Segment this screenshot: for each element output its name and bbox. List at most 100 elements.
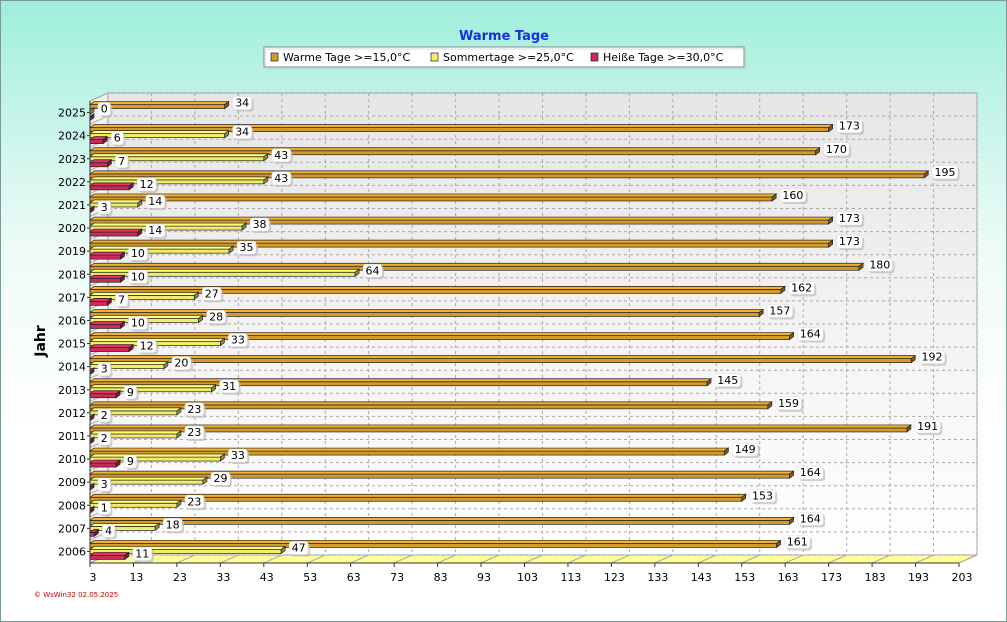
bar	[88, 459, 122, 468]
y-tick-label: 2009	[58, 476, 86, 489]
data-label-text: 27	[205, 287, 219, 300]
x-tick-label: 53	[303, 571, 317, 584]
bar-end	[923, 170, 929, 179]
data-label: 191	[914, 419, 943, 435]
bar	[88, 159, 113, 168]
data-label: 9	[123, 385, 139, 401]
data-label: 7	[115, 293, 130, 309]
x-tick-label: 113	[560, 571, 581, 584]
data-label-text: 191	[917, 420, 938, 433]
data-label: 31	[219, 379, 241, 395]
y-tick-label: 2016	[58, 314, 86, 327]
bar-top	[88, 546, 287, 550]
bar-front	[89, 133, 226, 138]
legend-item: Sommertage >=25,0°C	[430, 51, 574, 64]
data-label-text: 164	[800, 512, 821, 525]
x-tick-label: 123	[604, 571, 625, 584]
data-label: 159	[775, 396, 804, 412]
grid-line-floor	[567, 554, 587, 564]
grid-line-floor	[828, 554, 847, 564]
bar	[88, 129, 230, 139]
grid-line-floor	[393, 554, 413, 564]
legend-swatch	[590, 52, 599, 62]
bar-top	[88, 540, 782, 544]
x-tick-label: 163	[778, 571, 799, 584]
bar-end	[202, 476, 208, 485]
data-label-text: 161	[787, 535, 808, 548]
bar-front	[89, 277, 121, 283]
legend-item: Heiße Tage >=30,0°C	[590, 51, 724, 64]
bar-end	[354, 268, 360, 277]
x-tick-label: 13	[129, 571, 143, 584]
bar-end	[176, 407, 182, 416]
bar-end	[280, 545, 286, 555]
bar-end	[124, 551, 130, 561]
bar-top	[88, 332, 795, 336]
y-tick-label: 2018	[58, 268, 86, 281]
bar-top	[88, 470, 795, 475]
bar-end	[176, 430, 182, 439]
data-label: 20	[171, 356, 193, 372]
bar-top	[88, 228, 143, 233]
bar	[88, 493, 747, 502]
bar-end	[771, 193, 777, 202]
data-label-text: 0	[101, 103, 108, 116]
bar	[88, 182, 135, 191]
bar	[88, 251, 126, 260]
legend-label: Warme Tage >=15,0°C	[283, 51, 411, 64]
data-label-text: 145	[717, 374, 738, 387]
bar-end	[828, 123, 834, 133]
bar	[88, 228, 143, 237]
bar-end	[789, 516, 794, 526]
bar-top	[88, 286, 786, 290]
data-label: 34	[232, 125, 254, 141]
legend-label: Heiße Tage >=30,0°C	[603, 51, 724, 64]
bar-end	[228, 245, 234, 254]
bar-end	[858, 262, 864, 271]
x-tick-label: 3	[90, 571, 97, 584]
data-label-text: 43	[274, 149, 288, 162]
data-label: 34	[232, 96, 254, 112]
bar-end	[120, 251, 125, 260]
bar-front	[89, 139, 104, 144]
y-tick-label: 2015	[58, 338, 86, 351]
data-label-text: 160	[782, 189, 803, 202]
bar-front	[89, 202, 139, 208]
data-label-text: 9	[127, 386, 134, 399]
bar	[88, 193, 778, 202]
bar-front	[89, 324, 121, 329]
data-label-text: 3	[101, 478, 108, 491]
data-label-text: 47	[292, 541, 306, 554]
bar-end	[193, 291, 199, 301]
bar	[88, 453, 226, 462]
data-label-text: 18	[166, 518, 180, 531]
data-label: 10	[128, 246, 150, 263]
data-label: 14	[145, 194, 167, 210]
bar-end	[263, 176, 269, 185]
bar-top	[88, 193, 778, 198]
bar	[88, 123, 834, 133]
bar-end	[120, 274, 125, 283]
grid-line-floor	[524, 554, 543, 564]
grid-line-floor	[176, 554, 196, 564]
data-label: 0	[97, 102, 113, 118]
bar	[88, 447, 730, 456]
bar-end	[224, 100, 230, 110]
y-tick-label: 2008	[58, 499, 86, 512]
bar-top	[88, 321, 126, 325]
x-tick-label: 33	[216, 571, 230, 584]
data-labels: 3401733461704371954312160143173381417335…	[97, 96, 960, 563]
data-label: 2	[97, 431, 113, 447]
grid-line-floor	[307, 554, 326, 564]
bar-end	[102, 135, 108, 145]
bar	[88, 522, 161, 532]
bar-top	[88, 130, 230, 134]
data-label: 161	[784, 535, 813, 551]
data-label: 157	[766, 304, 795, 320]
x-tick-label: 23	[173, 571, 187, 584]
data-label-text: 164	[800, 466, 821, 479]
y-tick-label: 2020	[58, 222, 86, 235]
bar-top	[88, 101, 230, 105]
data-label: 11	[132, 547, 154, 563]
